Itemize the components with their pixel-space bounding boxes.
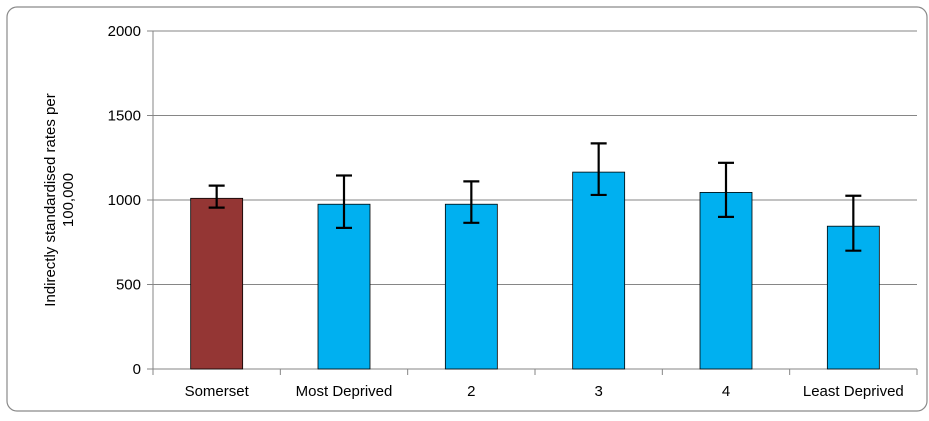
x-category-label: 3 bbox=[594, 383, 602, 400]
labels: 0 500 1000 1500 2000 Somerset Most Deprived 2 3 4… bbox=[42, 23, 904, 400]
axes bbox=[147, 30, 918, 375]
x-category-label: Least Deprived bbox=[803, 383, 904, 400]
x-category-label: Most Deprived bbox=[296, 383, 393, 400]
error-bars bbox=[208, 142, 862, 252]
gridlines bbox=[153, 30, 917, 285]
bar-1 bbox=[190, 197, 244, 370]
y-tick-label: 500 bbox=[116, 277, 141, 294]
y-tick-label: 2000 bbox=[108, 23, 141, 40]
x-category-label: 4 bbox=[722, 383, 730, 400]
bars bbox=[190, 171, 880, 370]
y-axis-title: Indirectly standardised rates per 100,000 bbox=[42, 93, 77, 306]
bar-5 bbox=[699, 191, 753, 370]
y-axis-title-line: 100,000 bbox=[60, 173, 77, 227]
bar-2 bbox=[317, 203, 371, 370]
bar-3 bbox=[444, 203, 498, 370]
y-tick-label: 0 bbox=[133, 361, 141, 378]
bar-4 bbox=[572, 171, 626, 370]
y-tick-label: 1500 bbox=[108, 108, 141, 125]
y-tick-label: 1000 bbox=[108, 192, 141, 209]
y-axis-title-line: Indirectly standardised rates per bbox=[42, 93, 59, 306]
x-category-label: 2 bbox=[467, 383, 475, 400]
x-category-label: Somerset bbox=[185, 383, 250, 400]
